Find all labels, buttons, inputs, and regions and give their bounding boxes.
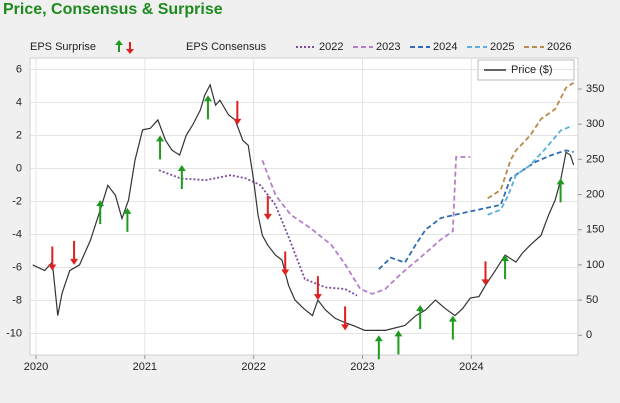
legend-label: Price ($)	[511, 64, 553, 76]
legend-label: 2024	[433, 41, 457, 53]
surprise-arrow	[263, 195, 272, 220]
x-tick-label: 2023	[350, 361, 374, 373]
x-tick-label: 2020	[24, 361, 48, 373]
y-tick-label: -6	[12, 261, 22, 273]
surprise-arrow	[416, 305, 425, 330]
y2-tick-label: 300	[586, 118, 604, 130]
y2-tick-label: 150	[586, 224, 604, 236]
legend-label: 2022	[319, 41, 343, 53]
y-tick-label: 0	[16, 162, 22, 174]
legend-surprise-label: EPS Surprise	[30, 41, 96, 53]
series-line	[32, 83, 575, 331]
surprise-arrow	[233, 100, 242, 125]
y2-tick-label: 100	[586, 259, 604, 271]
y-tick-label: -2	[12, 195, 22, 207]
series-line	[487, 81, 575, 200]
y-tick-label: 2	[16, 129, 22, 141]
surprise-arrow	[394, 330, 403, 355]
x-tick-label: 2021	[133, 361, 157, 373]
surprise-arrow	[448, 315, 457, 340]
y2-tick-label: 350	[586, 83, 604, 95]
surprise-arrow	[70, 240, 79, 265]
surprise-arrow	[177, 164, 186, 189]
x-tick-label: 2022	[241, 361, 265, 373]
y-tick-label: -4	[12, 228, 22, 240]
x-tick-label: 2024	[459, 361, 483, 373]
surprise-arrow	[156, 135, 165, 160]
series-line	[378, 149, 574, 270]
legend-label: 2023	[376, 41, 400, 53]
y2-tick-label: 250	[586, 153, 604, 165]
y-tick-label: -10	[6, 327, 22, 339]
chart-title: Price, Consensus & Surprise	[3, 1, 223, 18]
y-tick-label: -8	[12, 294, 22, 306]
surprise-arrow	[374, 335, 383, 360]
surprise-arrow	[313, 276, 322, 301]
y-tick-label: 4	[16, 96, 22, 108]
surprise-arrow	[501, 255, 510, 280]
legend-label: 2025	[490, 41, 514, 53]
surprise-arrow	[48, 246, 57, 271]
y2-tick-label: 0	[586, 329, 592, 341]
surprise-arrow	[556, 178, 565, 203]
y-tick-label: 6	[16, 63, 22, 75]
legend-consensus-label: EPS Consensus	[186, 41, 267, 53]
legend-label: 2026	[547, 41, 571, 53]
series-line	[487, 124, 573, 216]
surprise-arrow	[341, 306, 350, 331]
surprise-arrow	[96, 200, 105, 225]
series-line	[261, 156, 471, 295]
legend-surprise-arrows	[115, 40, 134, 54]
y2-tick-label: 200	[586, 188, 604, 200]
surprise-arrow	[281, 251, 290, 276]
surprise-arrow	[481, 261, 490, 286]
series-line	[158, 169, 358, 297]
surprise-arrow	[203, 95, 212, 120]
plot-area	[29, 57, 579, 356]
y2-tick-label: 50	[586, 294, 598, 306]
surprise-arrow	[123, 207, 132, 232]
